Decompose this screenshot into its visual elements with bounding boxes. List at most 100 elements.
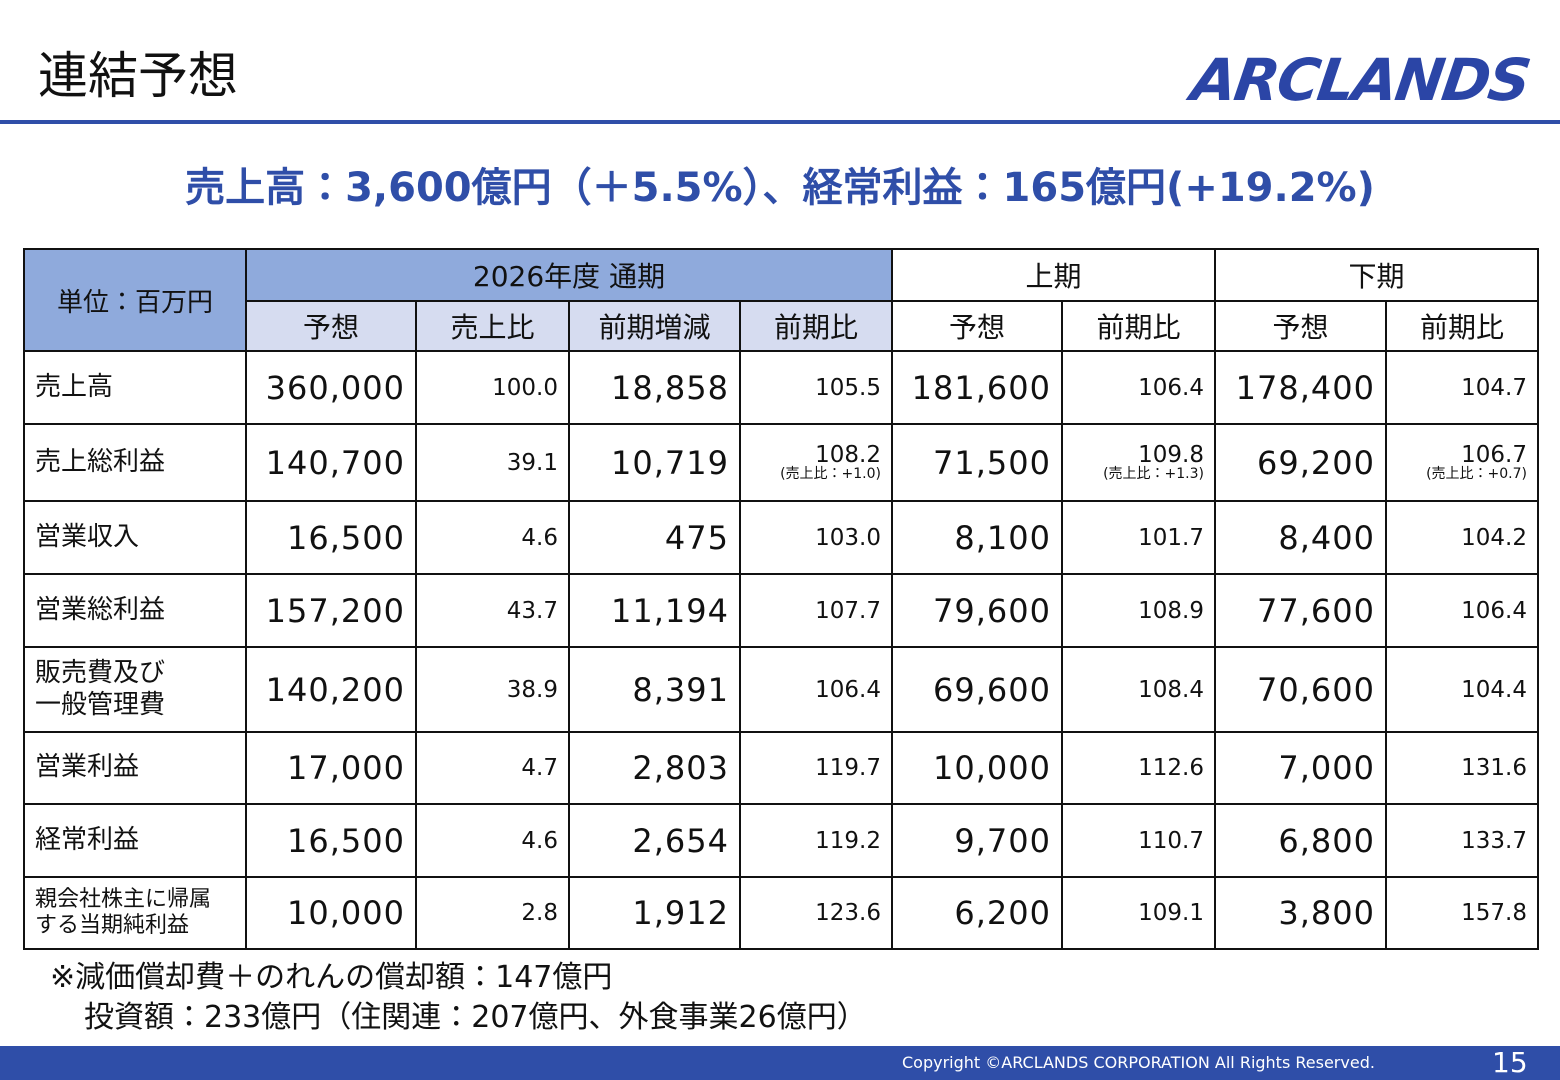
column-header: 前期増減 (568, 300, 741, 352)
cell-value: 106.7 (1461, 441, 1527, 468)
row-label: 販売費及び 一般管理費 (23, 646, 247, 733)
data-row: 営業収入 16,500 4.6 475 103.0 8,100 101.7 8,400 104.… (23, 500, 1539, 575)
cell: 9,700 (891, 803, 1063, 878)
cell: 140,700 (245, 423, 417, 502)
cell: 119.7 (739, 731, 893, 805)
cell: 105.5 (739, 350, 893, 425)
cell: 71,500 (891, 423, 1063, 502)
cell: 178,400 (1214, 350, 1387, 425)
cell: 104.4 (1385, 646, 1539, 733)
cell: 7,000 (1214, 731, 1387, 805)
group-header: 上期 (891, 248, 1216, 302)
cell: 104.7 (1385, 350, 1539, 425)
headline: 売上高：3,600億円（＋5.5%）、経常利益：165億円(+19.2%) (185, 165, 1375, 211)
cell: 131.6 (1385, 731, 1539, 805)
cell: 106.4 (1385, 573, 1539, 648)
cell: 8,100 (891, 500, 1063, 575)
cell: 108.9 (1061, 573, 1216, 648)
cell: 11,194 (568, 573, 741, 648)
cell: 10,000 (245, 876, 417, 950)
data-row: 販売費及び 一般管理費 140,200 38.9 8,391 106.4 69,600 10… (23, 646, 1539, 733)
forecast-table: 単位：百万円 2026年度 通期 上期 下期 予想 売上比 前期増減 前期比 予想 前期比 予想 前期… (23, 248, 1539, 950)
cell: 107.7 (739, 573, 893, 648)
cell: 16,500 (245, 500, 417, 575)
logo: ARCLANDS (1187, 46, 1534, 114)
cell: 4.7 (415, 731, 570, 805)
cell: 181,600 (891, 350, 1063, 425)
cell: 4.6 (415, 803, 570, 878)
cell: 360,000 (245, 350, 417, 425)
cell: 100.0 (415, 350, 570, 425)
cell: 106.7 (売上比：+0.7) (1385, 423, 1539, 502)
cell: 101.7 (1061, 500, 1216, 575)
cell: 3,800 (1214, 876, 1387, 950)
cell: 2,803 (568, 731, 741, 805)
cell: 1,912 (568, 876, 741, 950)
cell: 475 (568, 500, 741, 575)
cell: 6,200 (891, 876, 1063, 950)
cell-note: (売上比：+0.7) (1426, 465, 1527, 482)
cell: 79,600 (891, 573, 1063, 648)
cell: 157,200 (245, 573, 417, 648)
cell: 69,600 (891, 646, 1063, 733)
group-header-row: 単位：百万円 2026年度 通期 上期 下期 (23, 248, 1539, 352)
data-row: 経常利益 16,500 4.6 2,654 119.2 9,700 110.7 6,800 13… (23, 803, 1539, 878)
column-header: 前期比 (739, 300, 893, 352)
row-label: 親会社株主に帰属 する当期純利益 (23, 876, 247, 950)
cell: 112.6 (1061, 731, 1216, 805)
column-header: 予想 (1214, 300, 1387, 352)
cell: 16,500 (245, 803, 417, 878)
cell: 106.4 (1061, 350, 1216, 425)
column-header: 予想 (245, 300, 417, 352)
cell: 39.1 (415, 423, 570, 502)
cell: 140,200 (245, 646, 417, 733)
data-row: 売上高 360,000 100.0 18,858 105.5 181,600 106.4 17… (23, 350, 1539, 425)
row-label: 売上高 (23, 350, 247, 425)
cell: 10,719 (568, 423, 741, 502)
cell: 38.9 (415, 646, 570, 733)
cell: 10,000 (891, 731, 1063, 805)
cell: 103.0 (739, 500, 893, 575)
cell: 43.7 (415, 573, 570, 648)
group-header: 2026年度 通期 (245, 248, 893, 302)
data-row: 親会社株主に帰属 する当期純利益 10,000 2.8 1,912 123.6 6,200… (23, 876, 1539, 950)
cell: 133.7 (1385, 803, 1539, 878)
note-line: 投資額：233億円（住関連：207億円、外食事業26億円） (84, 1000, 867, 1035)
cell-value: 108.2 (815, 441, 881, 468)
cell: 17,000 (245, 731, 417, 805)
column-header: 前期比 (1385, 300, 1539, 352)
cell: 110.7 (1061, 803, 1216, 878)
row-label: 営業収入 (23, 500, 247, 575)
cell-note: (売上比：+1.3) (1103, 465, 1204, 482)
copyright: Copyright ©ARCLANDS CORPORATION All Righ… (902, 1053, 1375, 1072)
cell: 108.2 (売上比：+1.0) (739, 423, 893, 502)
cell: 4.6 (415, 500, 570, 575)
title-rule (0, 120, 1560, 124)
notes: ※減価償却費＋のれんの償却額：147億円投資額：233億円（住関連：207億円、… (50, 958, 867, 1038)
cell: 109.1 (1061, 876, 1216, 950)
cell: 119.2 (739, 803, 893, 878)
data-row: 営業利益 17,000 4.7 2,803 119.7 10,000 112.6 7,000 1… (23, 731, 1539, 805)
cell: 104.2 (1385, 500, 1539, 575)
unit-cell: 単位：百万円 (23, 248, 247, 352)
column-header: 前期比 (1061, 300, 1216, 352)
data-row: 営業総利益 157,200 43.7 11,194 107.7 79,600 108.9 77… (23, 573, 1539, 648)
cell: 108.4 (1061, 646, 1216, 733)
column-header-row: 予想 売上比 前期増減 前期比 予想 前期比 予想 前期比 (24, 300, 1539, 352)
cell-note: (売上比：+1.0) (780, 465, 881, 482)
cell: 6,800 (1214, 803, 1387, 878)
cell: 2.8 (415, 876, 570, 950)
cell: 123.6 (739, 876, 893, 950)
column-header: 予想 (891, 300, 1063, 352)
cell: 70,600 (1214, 646, 1387, 733)
note-line: ※減価償却費＋のれんの償却額：147億円 (50, 960, 613, 995)
row-label: 売上総利益 (23, 423, 247, 502)
cell: 109.8 (売上比：+1.3) (1061, 423, 1216, 502)
page-number: 15 (1492, 1046, 1528, 1079)
cell: 69,200 (1214, 423, 1387, 502)
data-row: 売上総利益 140,700 39.1 10,719 108.2 (売上比：+1.0) 71,… (23, 423, 1539, 502)
cell: 8,391 (568, 646, 741, 733)
cell-value: 109.8 (1138, 441, 1204, 468)
cell: 8,400 (1214, 500, 1387, 575)
